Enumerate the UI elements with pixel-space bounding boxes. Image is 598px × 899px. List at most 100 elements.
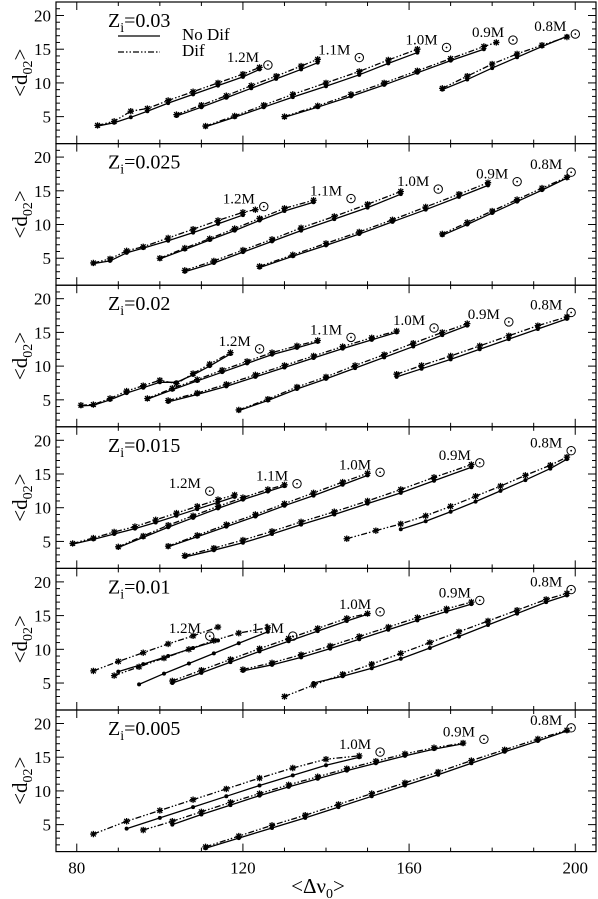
point-dif xyxy=(322,373,330,381)
mass-label: 1.0M xyxy=(405,32,437,48)
mass-label-value: 1.1M xyxy=(256,469,288,485)
point-dif xyxy=(164,542,172,550)
point-dif xyxy=(227,799,234,806)
panel-title-pre: Z xyxy=(108,10,120,32)
y-axis-label-text: <d02> xyxy=(8,332,36,380)
sun-symbol-icon-dot xyxy=(507,321,510,323)
line-dif xyxy=(72,494,235,545)
point-dif xyxy=(135,663,143,671)
point-dif xyxy=(426,639,434,646)
panel-ticks: 5 10 15 20 xyxy=(34,426,596,569)
point-dif xyxy=(397,650,404,657)
point-dif xyxy=(164,397,172,404)
point-dif xyxy=(210,257,218,265)
point-dif xyxy=(302,811,309,819)
point-dif xyxy=(140,532,147,540)
point-no-dif xyxy=(365,205,370,210)
y-axis-label-post: > xyxy=(8,332,32,344)
sun-symbol-icon-ring xyxy=(375,607,385,617)
point-dif xyxy=(389,216,396,223)
series-1-2M xyxy=(77,349,234,409)
mass-label: 1.1M xyxy=(256,469,288,485)
point-dif xyxy=(169,818,176,825)
sun-symbol-icon xyxy=(205,631,215,641)
series-0-9M xyxy=(140,739,467,834)
mass-label-value: 1.0M xyxy=(397,174,429,190)
mass-label: 0.8M xyxy=(530,157,562,173)
point-dif xyxy=(368,660,375,668)
sun-symbol-icon xyxy=(512,176,522,187)
point-dif xyxy=(164,234,172,242)
point-dif xyxy=(256,64,263,71)
point-dif xyxy=(131,523,139,530)
sun-symbol-icon xyxy=(475,458,485,468)
mass-label: 0.9M xyxy=(439,585,471,601)
panel-3: 5 10 15 20 1.2M 1.1M 1.0M 0.9M 0.8M Zi=0.02 <d02> xyxy=(8,284,597,428)
sun-symbol-icon-ring xyxy=(205,486,215,496)
point-dif xyxy=(430,744,438,751)
series-1-1M xyxy=(144,337,321,402)
sun-symbol-icon-dot xyxy=(445,46,448,49)
point-dif xyxy=(397,188,404,195)
point-dif xyxy=(513,196,521,203)
sun-symbol-icon-dot xyxy=(296,482,298,485)
panel-title-sub: i xyxy=(120,304,124,319)
point-dif xyxy=(293,383,301,391)
panel-title-post: =0.02 xyxy=(124,293,170,315)
x-tick-label: 120 xyxy=(230,859,256,878)
y-axis-label-text: <d02> xyxy=(8,615,36,663)
panel-title: Zi=0.005 xyxy=(108,718,180,744)
sun-symbol-icon xyxy=(259,201,269,212)
y-tick-label: 15 xyxy=(34,607,51,626)
point-dif xyxy=(189,226,197,233)
series-0-8M xyxy=(439,174,571,238)
point-dif xyxy=(252,511,259,518)
point-dif xyxy=(164,522,172,529)
point-dif xyxy=(248,82,255,89)
point-no-dif xyxy=(548,466,553,471)
point-no-dif xyxy=(315,60,320,65)
sun-symbol-icon-dot xyxy=(574,33,577,35)
panel-ticks: 5 10 15 20 xyxy=(34,568,596,710)
point-no-dif xyxy=(290,773,295,778)
mass-label-value: 1.2M xyxy=(227,50,259,66)
y-axis-label-pre: <d xyxy=(8,782,32,805)
point-no-dif xyxy=(398,656,403,661)
point-no-dif xyxy=(535,327,540,332)
panel-data xyxy=(94,33,571,130)
mass-label: 1.1M xyxy=(318,43,350,59)
point-dif xyxy=(127,108,134,115)
point-dif xyxy=(206,360,213,368)
sun-symbol-icon-dot xyxy=(350,336,352,339)
mass-label-value: 1.2M xyxy=(169,621,201,637)
point-dif xyxy=(364,470,371,477)
point-dif xyxy=(538,184,546,192)
sun-symbol-icon-ring xyxy=(566,307,576,318)
point-dif xyxy=(198,667,205,674)
point-dif xyxy=(156,377,164,384)
point-dif xyxy=(468,757,475,764)
panel-title: Zi=0.015 xyxy=(108,435,180,461)
mass-label-value: 0.9M xyxy=(476,167,508,183)
point-dif xyxy=(347,91,355,98)
line-dif xyxy=(93,626,219,672)
point-dif xyxy=(439,329,446,336)
line-no-dif xyxy=(184,193,402,273)
y-axis-label: <d02> xyxy=(8,615,36,663)
point-dif xyxy=(202,843,209,851)
point-dif xyxy=(563,727,571,734)
line-dif xyxy=(172,612,368,682)
sun-symbol-icon-ring xyxy=(346,193,356,204)
point-dif xyxy=(223,521,230,528)
point-dif xyxy=(123,387,130,395)
sun-symbol-icon xyxy=(292,479,302,489)
point-dif xyxy=(380,351,388,358)
point-no-dif xyxy=(128,115,133,120)
point-dif xyxy=(289,251,296,259)
sun-symbol-icon-ring xyxy=(570,29,581,39)
point-dif xyxy=(156,255,164,262)
y-axis-label: <d02> xyxy=(8,757,36,805)
y-tick-label: 5 xyxy=(43,249,52,268)
point-dif xyxy=(110,118,118,125)
point-dif xyxy=(385,56,392,64)
